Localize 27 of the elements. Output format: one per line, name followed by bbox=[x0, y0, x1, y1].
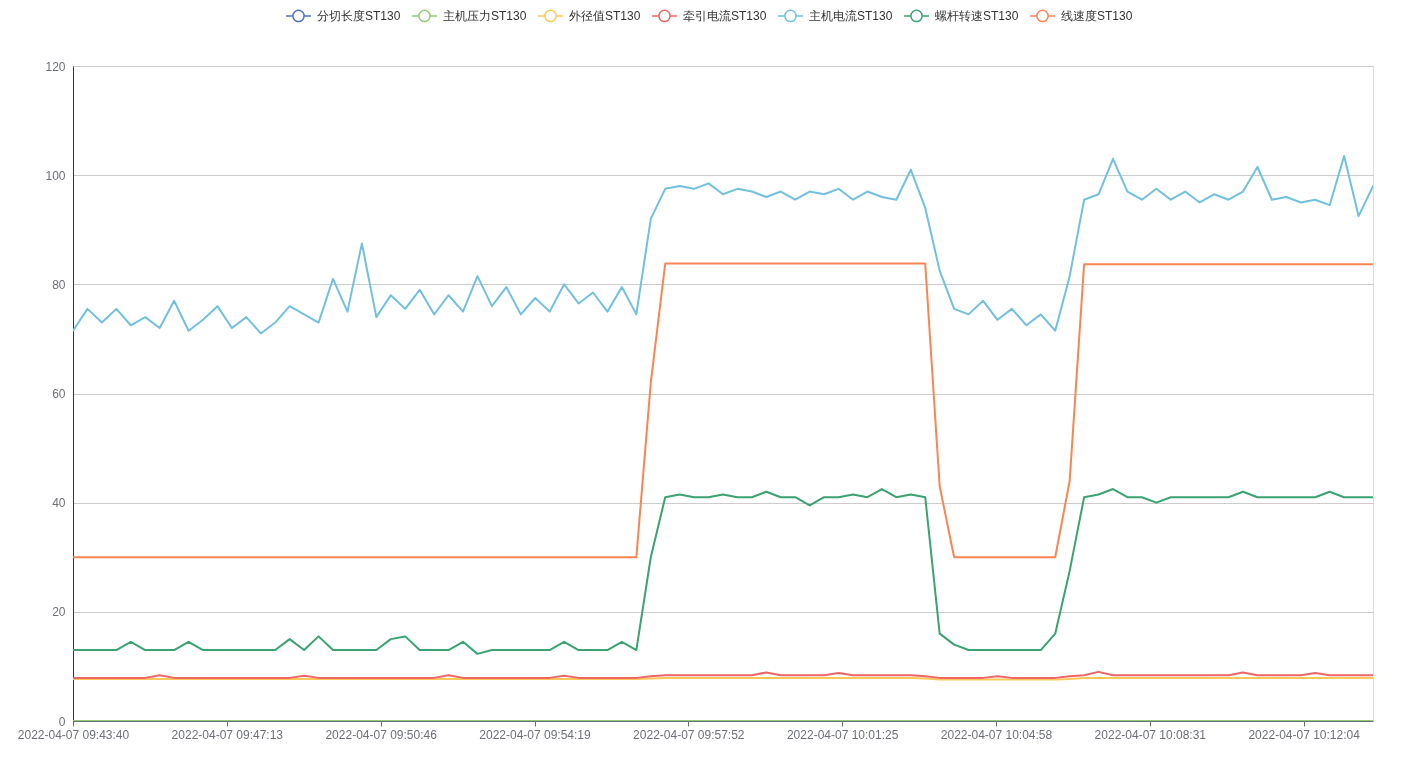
x-tick-label: 2022-04-07 10:12:04 bbox=[1248, 727, 1361, 742]
y-tick-label: 60 bbox=[52, 387, 66, 401]
y-tick-label: 40 bbox=[52, 496, 66, 511]
x-tick-label: 2022-04-07 10:01:25 bbox=[786, 727, 899, 742]
x-tick-label: 2022-04-07 09:47:13 bbox=[171, 727, 284, 742]
legend-label: 线速度ST130 bbox=[1061, 8, 1133, 23]
x-tick-label: 2022-04-07 10:04:58 bbox=[940, 727, 1053, 742]
legend-label: 螺杆转速ST130 bbox=[935, 8, 1019, 23]
y-tick-label: 80 bbox=[52, 277, 66, 292]
line-series bbox=[73, 670, 1373, 679]
y-tick-label: 20 bbox=[52, 605, 66, 620]
x-tick-label: 2022-04-07 10:08:31 bbox=[1094, 727, 1207, 742]
legend-label: 外径值ST130 bbox=[569, 8, 641, 23]
line-series bbox=[73, 262, 1373, 559]
y-tick-label: 0 bbox=[58, 714, 66, 729]
x-tick-label: 2022-04-07 09:50:46 bbox=[325, 727, 438, 742]
legend-label: 牵引电流ST130 bbox=[683, 8, 767, 23]
y-tick-label: 120 bbox=[45, 59, 66, 74]
legend-label: 主机电流ST130 bbox=[809, 8, 893, 23]
x-tick-label: 2022-04-07 09:54:19 bbox=[479, 727, 592, 742]
line-series bbox=[73, 155, 1373, 335]
line-series bbox=[73, 488, 1373, 655]
x-tick-label: 2022-04-07 09:43:40 bbox=[17, 727, 130, 742]
legend-label: 主机压力ST130 bbox=[443, 8, 527, 23]
legend-label: 分切长度ST130 bbox=[317, 8, 401, 23]
y-tick-label: 100 bbox=[45, 168, 66, 183]
x-tick-label: 2022-04-07 09:57:52 bbox=[633, 727, 745, 742]
